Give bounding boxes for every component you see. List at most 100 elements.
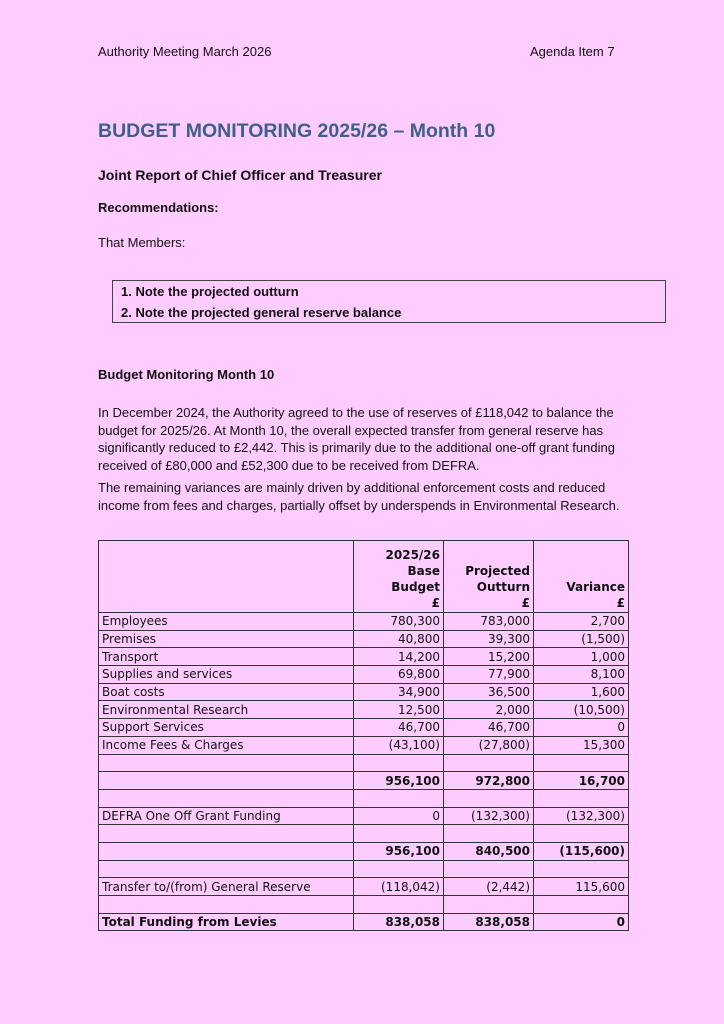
cell-variance	[533, 824, 629, 843]
cell-variance: 115,600	[533, 877, 629, 896]
header-line: £	[521, 596, 530, 610]
header-agenda-item: Agenda Item 7	[530, 44, 615, 59]
recommendation-item: 1. Note the projected outturn	[121, 284, 299, 299]
table-row: DEFRA One Off Grant Funding 0 (132,300) (13…	[98, 806, 629, 826]
cell-variance: 0	[533, 912, 629, 932]
cell-outturn: 15,200	[443, 647, 534, 667]
cell-budget: 956,100	[353, 841, 444, 861]
table-row: Income Fees & Charges (43,100) (27,800) 15,…	[98, 735, 629, 755]
header-meeting: Authority Meeting March 2026	[98, 44, 272, 59]
cell-outturn: 77,900	[443, 665, 534, 684]
cell-outturn	[443, 788, 534, 808]
header-line: Base	[407, 564, 440, 578]
cell-budget: 838,058	[353, 912, 444, 932]
cell-outturn: 46,700	[443, 718, 534, 737]
cell-budget: 46,700	[353, 718, 444, 737]
header-budget: 2025/26 Base Budget £	[353, 540, 444, 613]
cell-label: Premises	[98, 629, 354, 649]
cell-label: Transport	[98, 647, 354, 667]
cell-budget: 12,500	[353, 700, 444, 720]
page-title: BUDGET MONITORING 2025/26 – Month 10	[98, 120, 496, 142]
cell-budget	[353, 788, 444, 808]
cell-label: Transfer to/(from) General Reserve	[98, 877, 354, 896]
table-row: 956,100 972,800 16,700	[98, 771, 629, 790]
cell-variance: (132,300)	[533, 806, 629, 826]
cell-variance: (115,600)	[533, 841, 629, 861]
table-row: Boat costs 34,900 36,500 1,600	[98, 682, 629, 702]
cell-variance: 8,100	[533, 665, 629, 684]
cell-outturn: 972,800	[443, 771, 534, 790]
report-subtitle: Joint Report of Chief Officer and Treasu…	[98, 167, 382, 183]
cell-variance	[533, 895, 629, 914]
cell-label	[98, 771, 354, 790]
cell-label	[98, 859, 354, 879]
section-heading: Budget Monitoring Month 10	[98, 367, 275, 382]
cell-outturn: 783,000	[443, 612, 534, 631]
cell-label: Income Fees & Charges	[98, 735, 354, 755]
cell-budget: 956,100	[353, 771, 444, 790]
cell-variance: (1,500)	[533, 629, 629, 649]
budget-table: 2025/26 Base Budget £ Projected Outturn £ Var…	[98, 540, 629, 932]
recommendations-box: 1. Note the projected outturn 2. Note th…	[112, 280, 666, 323]
paragraph: In December 2024, the Authority agreed t…	[98, 405, 615, 473]
paragraph: The remaining variances are mainly drive…	[98, 480, 620, 513]
cell-label	[98, 841, 354, 861]
cell-label: Supplies and services	[98, 665, 354, 684]
cell-variance: 16,700	[533, 771, 629, 790]
cell-label	[98, 788, 354, 808]
table-row: Transfer to/(from) General Reserve (118,0…	[98, 877, 629, 896]
header-line: £	[616, 596, 625, 610]
cell-variance: 15,300	[533, 735, 629, 755]
cell-budget	[353, 895, 444, 914]
cell-outturn: 36,500	[443, 682, 534, 702]
table-header-row: 2025/26 Base Budget £ Projected Outturn £ Var…	[98, 540, 629, 613]
cell-budget: (43,100)	[353, 735, 444, 755]
cell-label: Support Services	[98, 718, 354, 737]
header-outturn: Projected Outturn £	[443, 540, 534, 613]
cell-budget: (118,042)	[353, 877, 444, 896]
cell-label: DEFRA One Off Grant Funding	[98, 806, 354, 826]
cell-label: Boat costs	[98, 682, 354, 702]
table-row	[98, 753, 629, 773]
header-variance: Variance £	[533, 540, 629, 613]
cell-label	[98, 824, 354, 843]
table-row: 956,100 840,500 (115,600)	[98, 841, 629, 861]
cell-label: Environmental Research	[98, 700, 354, 720]
cell-label: Employees	[98, 612, 354, 631]
table-row	[98, 859, 629, 879]
cell-outturn	[443, 895, 534, 914]
header-line: 2025/26	[385, 548, 440, 562]
table-row	[98, 788, 629, 808]
cell-outturn	[443, 753, 534, 773]
cell-budget: 0	[353, 806, 444, 826]
table-row: Total Funding from Levies 838,058 838,058 0	[98, 912, 629, 932]
cell-outturn: 39,300	[443, 629, 534, 649]
table-row: Support Services 46,700 46,700 0	[98, 718, 629, 737]
table-row: Environmental Research 12,500 2,000 (10,500…	[98, 700, 629, 720]
cell-outturn: (2,442)	[443, 877, 534, 896]
cell-outturn	[443, 859, 534, 879]
cell-budget: 14,200	[353, 647, 444, 667]
cell-budget: 69,800	[353, 665, 444, 684]
cell-variance: 1,600	[533, 682, 629, 702]
recommendations-heading: Recommendations:	[98, 200, 219, 215]
cell-budget	[353, 859, 444, 879]
table-row: Employees 780,300 783,000 2,700	[98, 612, 629, 631]
header-line: Variance	[566, 580, 625, 594]
cell-outturn: (132,300)	[443, 806, 534, 826]
header-line: £	[431, 596, 440, 610]
table-row: Transport 14,200 15,200 1,000	[98, 647, 629, 667]
recommendation-item: 2. Note the projected general reserve ba…	[121, 305, 402, 320]
cell-variance: 1,000	[533, 647, 629, 667]
cell-budget: 34,900	[353, 682, 444, 702]
header-line: Budget	[391, 580, 440, 594]
cell-outturn: 838,058	[443, 912, 534, 932]
cell-variance	[533, 753, 629, 773]
cell-variance: (10,500)	[533, 700, 629, 720]
table-row: Premises 40,800 39,300 (1,500)	[98, 629, 629, 649]
header-label-cell	[98, 540, 354, 613]
intro-text: That Members:	[98, 235, 186, 250]
cell-outturn	[443, 824, 534, 843]
cell-variance	[533, 788, 629, 808]
cell-outturn: 840,500	[443, 841, 534, 861]
